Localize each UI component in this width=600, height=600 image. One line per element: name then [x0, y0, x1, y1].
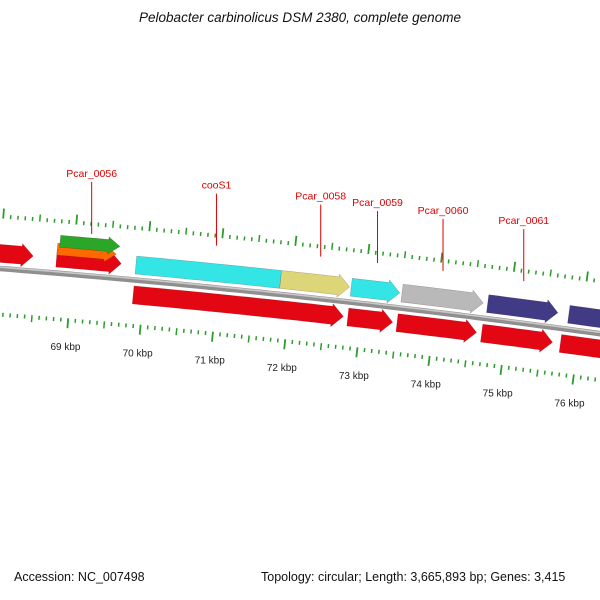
ruler-tick-inner — [529, 368, 532, 373]
ruler-tick-inner — [30, 315, 33, 323]
ruler-tick-outer — [484, 263, 487, 269]
ruler-tick-outer — [112, 220, 115, 228]
ruler-tick-inner — [392, 351, 395, 359]
ruler-tick-inner — [558, 372, 561, 377]
ruler-tick-outer — [331, 242, 334, 250]
ruler-tick-outer — [527, 269, 530, 274]
gene-arrow[interactable] — [480, 323, 553, 353]
ruler-tick-inner — [319, 343, 323, 351]
ruler-tick-inner — [565, 373, 568, 378]
ruler-tick-outer — [542, 271, 545, 276]
gene-label-Pcar_0058[interactable]: Pcar_0058 — [295, 191, 346, 203]
ruler-tick-outer — [258, 234, 261, 243]
ruler-tick-outer — [564, 274, 567, 279]
gene-label-Pcar_0060[interactable]: Pcar_0060 — [418, 205, 469, 217]
ruler-tick-outer — [512, 261, 517, 272]
ruler-tick-inner — [594, 377, 597, 382]
gene-Pcar_0059[interactable] — [349, 278, 401, 304]
ruler-tick-inner — [486, 363, 489, 368]
ruler-tick-outer — [403, 251, 407, 259]
ruler-tick-inner — [175, 328, 178, 336]
scale-label: 74 kbp — [411, 380, 441, 391]
gene-label-Pcar_0056[interactable]: Pcar_0056 — [66, 168, 117, 180]
ruler-tick-outer — [221, 228, 225, 239]
gene-arrow[interactable] — [558, 334, 600, 361]
gene-arrow[interactable] — [132, 285, 344, 328]
gene-arrow[interactable] — [395, 313, 477, 344]
ruler-tick-inner — [543, 370, 546, 375]
ruler-tick-outer — [38, 214, 42, 222]
scale-label: 71 kbp — [195, 356, 225, 367]
ruler-tick-inner — [464, 360, 467, 368]
ruler-tick-inner — [571, 374, 575, 385]
ruler-tick-outer — [593, 278, 596, 283]
ruler-tick-inner — [499, 364, 503, 375]
scale-label: 70 kbp — [123, 349, 153, 360]
ruler-tick-outer — [505, 266, 508, 271]
scale-label: 69 kbp — [50, 342, 80, 353]
ruler-tick-inner — [211, 331, 214, 342]
ruler-tick-inner — [507, 365, 510, 370]
scale-label: 75 kbp — [483, 389, 513, 400]
genome-backbone-highlight — [0, 266, 600, 334]
ruler-tick-outer — [440, 252, 444, 263]
gene-arrow[interactable] — [346, 307, 394, 333]
ruler-tick-inner — [536, 369, 539, 377]
ruler-tick-outer — [185, 227, 188, 235]
gene-label-Pcar_0059[interactable]: Pcar_0059 — [352, 197, 403, 209]
accession-text: Accession: NC_007498 — [14, 570, 145, 584]
ruler-tick-inner — [514, 366, 517, 371]
ruler-tick-inner — [586, 376, 589, 381]
page-title: Pelobacter carbinolicus DSM 2380, comple… — [139, 10, 461, 25]
ruler-tick-outer — [578, 276, 581, 281]
gene-label-Pcar_0061[interactable]: Pcar_0061 — [498, 215, 549, 227]
gene-arrow[interactable] — [567, 305, 600, 331]
ruler-tick-inner — [247, 335, 250, 343]
ruler-tick-outer — [549, 269, 552, 277]
ruler-tick-outer — [148, 221, 152, 232]
ruler-tick-inner — [427, 355, 431, 366]
ruler-tick-outer — [491, 264, 494, 270]
ruler-tick-inner — [66, 318, 70, 329]
ruler-tick-inner — [478, 362, 481, 367]
ruler-tick-outer — [294, 235, 298, 246]
ruler-tick-inner — [471, 361, 474, 366]
ruler-tick-inner — [579, 375, 582, 380]
ruler-tick-outer — [2, 208, 5, 219]
ruler-tick-outer — [476, 260, 480, 268]
ruler-tick-outer — [571, 275, 574, 280]
scale-label: 76 kbp — [554, 398, 584, 409]
ruler-tick-inner — [522, 367, 525, 372]
ruler-tick-inner — [103, 321, 106, 329]
ruler-tick-outer — [585, 271, 589, 282]
ruler-tick-outer — [556, 273, 559, 278]
ruler-tick-inner — [493, 363, 496, 369]
ruler-tick-inner — [283, 339, 287, 350]
ruler-tick-outer — [75, 214, 79, 225]
ruler-tick-inner — [355, 347, 359, 358]
gene-Pcar_0058[interactable] — [279, 270, 351, 298]
gene-Pcar_0061[interactable] — [486, 294, 559, 324]
ruler-tick-outer — [367, 243, 371, 255]
gene-Pcar_0060[interactable] — [400, 283, 484, 314]
scale-label: 72 kbp — [267, 363, 297, 374]
genome-backbone — [0, 265, 600, 337]
gene-label-cooS1[interactable]: cooS1 — [202, 180, 232, 192]
gene-Pcar_0056[interactable] — [59, 235, 121, 255]
ruler-tick-outer — [498, 265, 501, 270]
scale-label: 73 kbp — [339, 371, 369, 382]
gene-arrow[interactable] — [0, 241, 34, 268]
genome-stats-text: Topology: circular; Length: 3,665,893 bp… — [261, 570, 566, 584]
ruler-tick-inner — [550, 371, 553, 376]
ruler-tick-outer — [534, 270, 537, 275]
ruler-tick-inner — [138, 324, 142, 335]
ruler-tick-outer — [520, 268, 523, 273]
